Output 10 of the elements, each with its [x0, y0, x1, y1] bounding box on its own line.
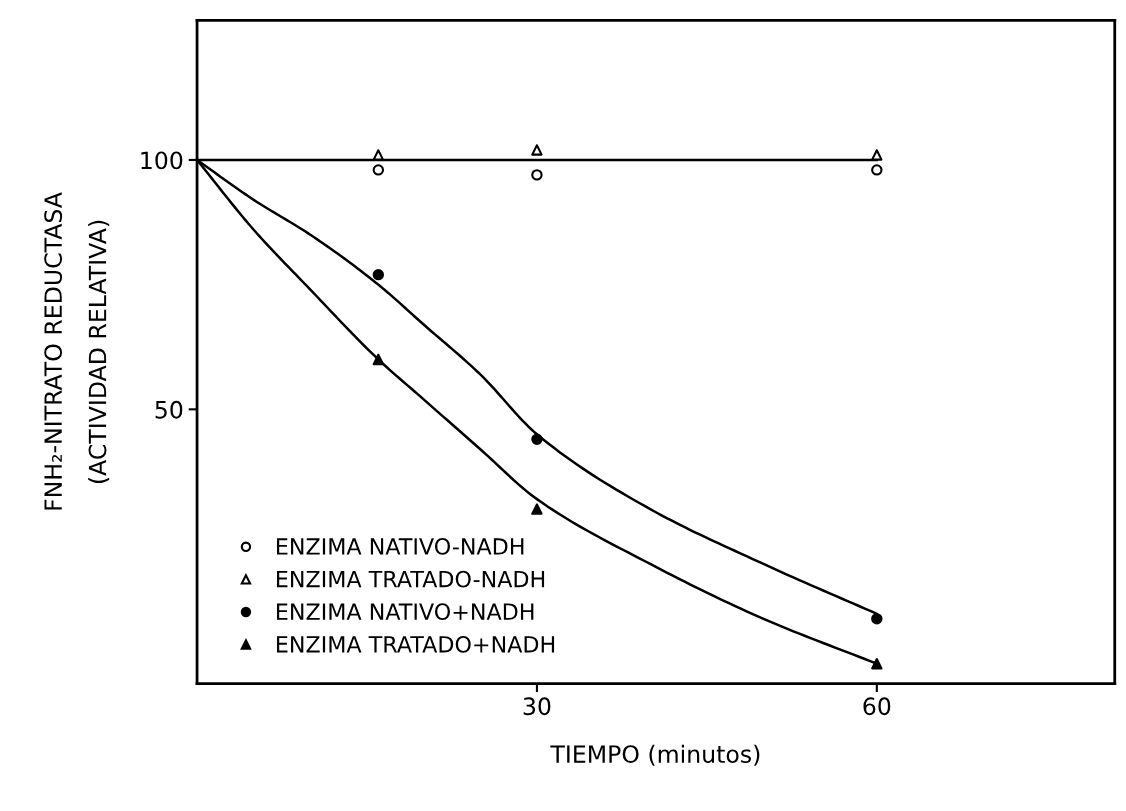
y-axis-title: FNH₂-NITRATO REDUCTASA (ACTIVIDAD RELATIVA): [44, 192, 110, 510]
legend-label: ENZIMA TRATADO-NADH: [277, 570, 545, 588]
legend-label: ENZIMA NATIVO-NADH: [277, 538, 524, 555]
y-tick-label: 50: [155, 400, 183, 419]
x-tick-label: 60: [863, 697, 891, 716]
legend-label: ENZIMA TRATADO+NADH: [277, 635, 555, 653]
y-tick-label: 100: [141, 151, 183, 170]
x-tick-label: 30: [523, 697, 551, 716]
legend-label: ENZIMA NATIVO+NADH: [277, 603, 534, 621]
x-axis-title: TIEMPO (minutos): [550, 744, 760, 766]
